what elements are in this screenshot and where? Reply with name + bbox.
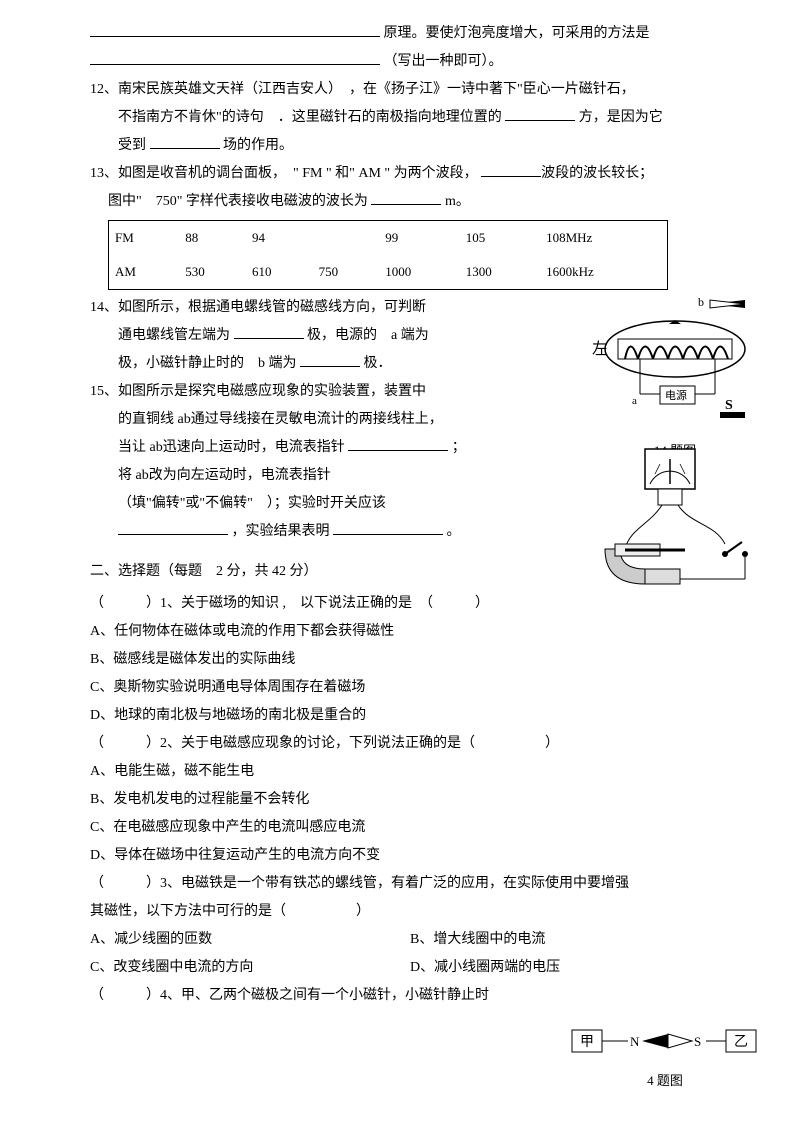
s1-b: B、磁感线是磁体发出的实际曲线	[90, 646, 730, 674]
s3-d: D、减小线圈两端的电压	[410, 954, 730, 982]
label-yi: 乙	[734, 1034, 748, 1050]
compass-between-poles: 甲 N S 乙	[570, 1024, 760, 1064]
s3-b: B、增大线圈中的电流	[410, 926, 730, 954]
fm-cell: 94	[246, 221, 379, 256]
text: m。	[445, 194, 470, 209]
am-cell: 1300	[460, 255, 540, 290]
blank	[348, 436, 448, 451]
text: 原理。要使灯泡亮度增大，可采用的方法是	[384, 26, 650, 41]
blank	[234, 324, 304, 339]
text: 。	[447, 524, 461, 539]
figure-14: b 左 电源	[590, 294, 760, 464]
label-jia: 甲	[580, 1035, 594, 1050]
text: 当让 ab迅速向上运动时，电流表指针	[118, 440, 345, 455]
text: 如图所示，根据通电螺线管的磁感线方向，可判断	[118, 300, 426, 315]
figure-4: 甲 N S 乙 4 题图	[570, 1024, 760, 1094]
q12-line1: 12、南宋民族英雄文天祥（江西吉安人） ，在《扬子江》一诗中著下"臣心一片磁针石…	[90, 76, 730, 104]
blank	[90, 22, 380, 37]
solenoid-diagram: b 左 电源	[590, 294, 760, 434]
text: 如图所示是探究电磁感应现象的实验装置，装置中	[118, 384, 426, 399]
text: 方，是因为它	[579, 110, 663, 125]
q13-line1: 13、如图是收音机的调台面板， " FM " 和" AM " 为两个波段， 波段…	[90, 160, 730, 188]
fm-cell: 88	[179, 221, 246, 256]
s3-c: C、改变线圈中电流的方向	[90, 954, 410, 982]
q11-line1: 原理。要使灯泡亮度增大，可采用的方法是	[90, 20, 730, 48]
s1-d: D、地球的南北极与地磁场的南北极是重合的	[90, 702, 730, 730]
blank	[505, 106, 575, 121]
fm-cell: 99	[379, 221, 459, 256]
qnum: 14、	[90, 300, 118, 315]
am-label: AM	[109, 255, 180, 290]
s2-head: （ ）2、关于电磁感应现象的讨论，下列说法正确的是（ ）	[90, 730, 730, 758]
s2-d: D、导体在磁场中往复运动产生的电流方向不变	[90, 842, 730, 870]
label-left: 左	[592, 340, 608, 358]
text: （写出一种即可）。	[384, 54, 503, 69]
blank	[371, 190, 441, 205]
s3-head2: 其磁性，以下方法中可行的是（ ）	[90, 898, 730, 926]
am-cell: 610	[246, 255, 313, 290]
text: ；	[452, 440, 466, 455]
text: 的直铜线 ab通过导线接在灵敏电流计的两接线柱上，	[118, 412, 443, 427]
q13-line2: 图中" 750" 字样代表接收电磁波的波长为 m。	[90, 188, 730, 216]
blank	[481, 162, 541, 177]
frequency-table: FM 88 94 99 105 108MHz AM 530 610 750 10…	[108, 220, 668, 290]
label-s: S	[725, 398, 733, 413]
s4-head: （ ）4、甲、乙两个磁极之间有一个小磁针，小磁针静止时	[90, 982, 730, 1010]
label-n: N	[630, 1034, 640, 1049]
label-a: a	[632, 395, 637, 407]
text: 波段的波长较长；	[541, 166, 653, 181]
q12-line3: 受到 场的作用。	[90, 132, 730, 160]
text: 极，小磁针静止时的 b 端为	[118, 356, 297, 371]
q11-line2: （写出一种即可）。	[90, 48, 730, 76]
s1-a: A、任何物体在磁体或电流的作用下都会获得磁性	[90, 618, 730, 646]
q12-line2: 不指南方不肯休"的诗句 ．这里磁针石的南极指向地理位置的 方，是因为它	[90, 104, 730, 132]
label-power: 电源	[665, 388, 687, 402]
s3-a: A、减少线圈的匝数	[90, 926, 410, 954]
am-cell: 750	[313, 255, 380, 290]
s1-c: C、奥斯物实验说明通电导体周围存在着磁场	[90, 674, 730, 702]
text: （填"偏转"或"不偏转" ）；实验时开关应该	[118, 496, 386, 511]
blank	[150, 134, 220, 149]
text: 南宋民族英雄文天祥（江西吉安人） ，在《扬子江》一诗中著下"臣心一片磁针石，	[118, 82, 635, 97]
am-cell: 1600kHz	[540, 255, 667, 290]
blank	[118, 520, 228, 535]
am-cell: 1000	[379, 255, 459, 290]
text: 不指南方不肯休"的诗句 ．这里磁针石的南极指向地理位置的	[118, 110, 502, 125]
fm-cell: 108MHz	[540, 221, 667, 256]
s3-head1: （ ）3、电磁铁是一个带有铁芯的螺线管，有着广泛的应用，在实际使用中要增强	[90, 870, 730, 898]
blank	[90, 50, 380, 65]
qnum: 15、	[90, 384, 118, 399]
qnum: 13、	[90, 166, 118, 181]
text: 极．	[364, 356, 392, 371]
fm-cell: 105	[460, 221, 540, 256]
label-b: b	[698, 295, 704, 309]
am-cell: 530	[179, 255, 246, 290]
text: 受到	[118, 138, 146, 153]
qnum: 12、	[90, 82, 118, 97]
text: 图中" 750" 字样代表接收电磁波的波长为	[108, 194, 368, 209]
s2-c: C、在电磁感应现象中产生的电流叫感应电流	[90, 814, 730, 842]
figure-4-caption: 4 题图	[570, 1068, 760, 1094]
label-s: S	[694, 1034, 701, 1049]
text: 通电螺线管左端为	[118, 328, 230, 343]
text: 如图是收音机的调台面板， " FM " 和" AM " 为两个波段，	[118, 166, 478, 181]
s3-row1: A、减少线圈的匝数 B、增大线圈中的电流	[90, 926, 730, 954]
text: 将 ab改为向左运动时，电流表指针	[118, 468, 331, 483]
figure-15	[590, 444, 760, 604]
blank	[333, 520, 443, 535]
induction-diagram	[590, 444, 760, 604]
blank	[300, 352, 360, 367]
text: 场的作用。	[223, 138, 293, 153]
s2-a: A、电能生磁，磁不能生电	[90, 758, 730, 786]
text: ，实验结果表明	[232, 524, 330, 539]
text: 极，电源的 a 端为	[307, 328, 429, 343]
s3-row2: C、改变线圈中电流的方向 D、减小线圈两端的电压	[90, 954, 730, 982]
s2-b: B、发电机发电的过程能量不会转化	[90, 786, 730, 814]
fm-label: FM	[109, 221, 180, 256]
